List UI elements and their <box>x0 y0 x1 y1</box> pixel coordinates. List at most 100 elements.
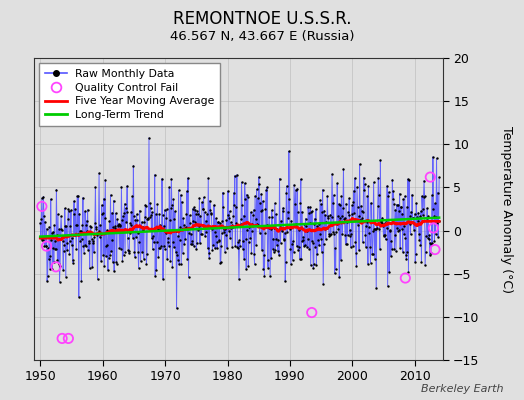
Point <box>341 232 349 238</box>
Point <box>403 249 412 256</box>
Point <box>268 246 277 252</box>
Point <box>77 228 85 234</box>
Point <box>350 188 358 194</box>
Point <box>326 232 334 238</box>
Point <box>130 249 139 255</box>
Point <box>178 198 186 205</box>
Point <box>383 225 391 232</box>
Point <box>295 243 303 250</box>
Point <box>124 247 133 253</box>
Point <box>357 202 365 209</box>
Point <box>191 218 199 225</box>
Point <box>429 225 438 231</box>
Point <box>197 231 205 237</box>
Point <box>135 207 144 214</box>
Point <box>336 215 344 221</box>
Point <box>330 192 338 198</box>
Point <box>253 221 261 227</box>
Point <box>300 221 309 227</box>
Point <box>220 229 228 235</box>
Point <box>334 213 342 219</box>
Point <box>272 236 280 242</box>
Point <box>138 224 147 231</box>
Point <box>245 224 254 230</box>
Point <box>398 226 406 232</box>
Point <box>170 244 178 250</box>
Point <box>52 264 60 270</box>
Point <box>114 223 123 229</box>
Point <box>407 219 416 225</box>
Point <box>277 226 286 232</box>
Point <box>129 162 138 169</box>
Point <box>434 234 442 240</box>
Point <box>280 229 289 236</box>
Point <box>49 228 58 235</box>
Point <box>268 214 277 221</box>
Point <box>356 217 364 223</box>
Point <box>194 226 203 233</box>
Point <box>346 244 355 250</box>
Point <box>160 243 168 250</box>
Point <box>427 250 435 256</box>
Point <box>59 238 67 244</box>
Point <box>265 214 274 220</box>
Point <box>284 215 292 222</box>
Point <box>123 183 132 189</box>
Point <box>328 214 336 220</box>
Point <box>338 231 346 237</box>
Point <box>88 236 96 242</box>
Point <box>54 211 62 218</box>
Point <box>202 223 211 230</box>
Point <box>291 222 299 229</box>
Point <box>184 273 193 280</box>
Point <box>406 220 414 227</box>
Point <box>430 238 439 244</box>
Point <box>61 222 70 229</box>
Point <box>93 276 102 282</box>
Point <box>98 211 106 218</box>
Point <box>230 201 238 208</box>
Point <box>388 176 397 183</box>
Point <box>265 225 273 231</box>
Point <box>113 261 121 267</box>
Point <box>349 199 357 206</box>
Point <box>173 252 181 258</box>
Point <box>337 193 345 199</box>
Point <box>393 224 401 231</box>
Point <box>58 234 67 240</box>
Point <box>192 246 201 252</box>
Point <box>313 223 321 230</box>
Point <box>55 226 63 232</box>
Point <box>43 273 52 280</box>
Point <box>311 244 320 250</box>
Point <box>415 236 423 243</box>
Point <box>257 208 265 214</box>
Point <box>417 259 425 265</box>
Point <box>274 248 282 254</box>
Point <box>38 203 46 210</box>
Point <box>70 232 79 238</box>
Point <box>404 176 412 182</box>
Point <box>213 245 221 252</box>
Point <box>111 224 119 231</box>
Point <box>414 209 422 216</box>
Point <box>336 202 345 208</box>
Point <box>214 219 222 226</box>
Point <box>281 259 290 266</box>
Point <box>214 237 223 244</box>
Point <box>431 200 439 207</box>
Point <box>259 266 268 272</box>
Point <box>220 225 228 232</box>
Point <box>411 250 420 257</box>
Point <box>159 276 167 282</box>
Point <box>270 224 278 231</box>
Point <box>132 234 140 240</box>
Point <box>344 212 353 219</box>
Point <box>44 245 52 251</box>
Point <box>124 234 132 241</box>
Point <box>425 251 434 258</box>
Point <box>376 246 384 252</box>
Point <box>205 255 213 261</box>
Point <box>101 215 109 222</box>
Point <box>70 198 78 204</box>
